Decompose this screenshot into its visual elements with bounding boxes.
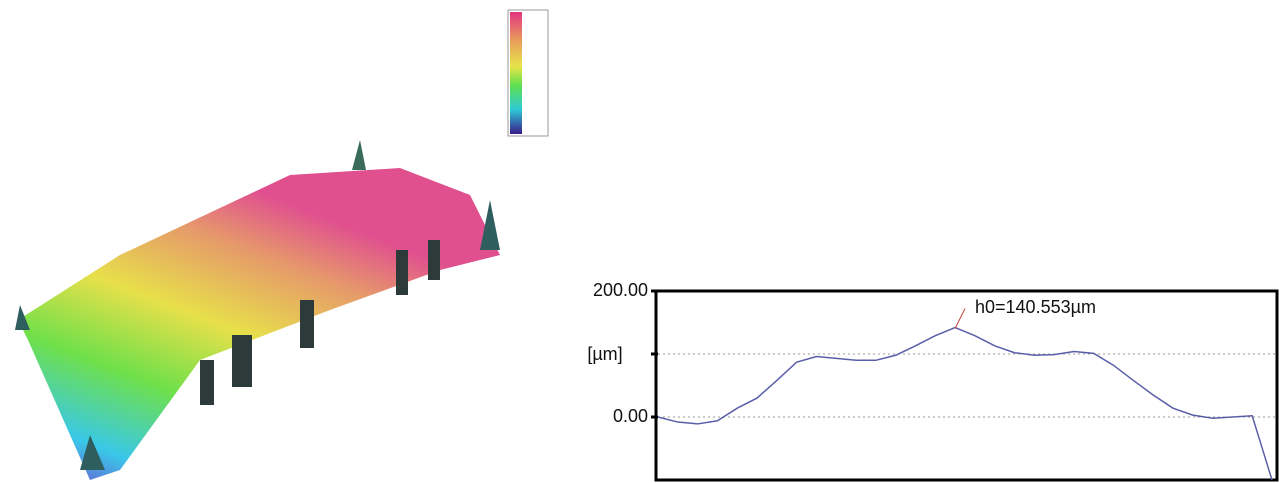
spike xyxy=(480,200,500,250)
post xyxy=(428,240,440,280)
surface-plot xyxy=(15,9,549,480)
post xyxy=(200,360,214,405)
spike xyxy=(15,305,30,330)
color-bar xyxy=(510,12,522,134)
y-axis-label: [µm] xyxy=(587,344,622,364)
spike xyxy=(80,435,105,470)
y-tick-label: 0.00 xyxy=(613,406,648,426)
color-bar-frame xyxy=(507,9,549,137)
post xyxy=(300,300,314,348)
profile-line xyxy=(657,326,1273,481)
annotation-leader xyxy=(954,308,966,329)
spike xyxy=(352,140,366,170)
plot-frame xyxy=(654,289,1279,482)
annotation: h0=140.553µm xyxy=(975,297,1096,317)
post xyxy=(396,250,408,295)
surface xyxy=(18,168,500,480)
y-tick-label: 200.00 xyxy=(593,280,648,300)
post xyxy=(232,335,252,387)
